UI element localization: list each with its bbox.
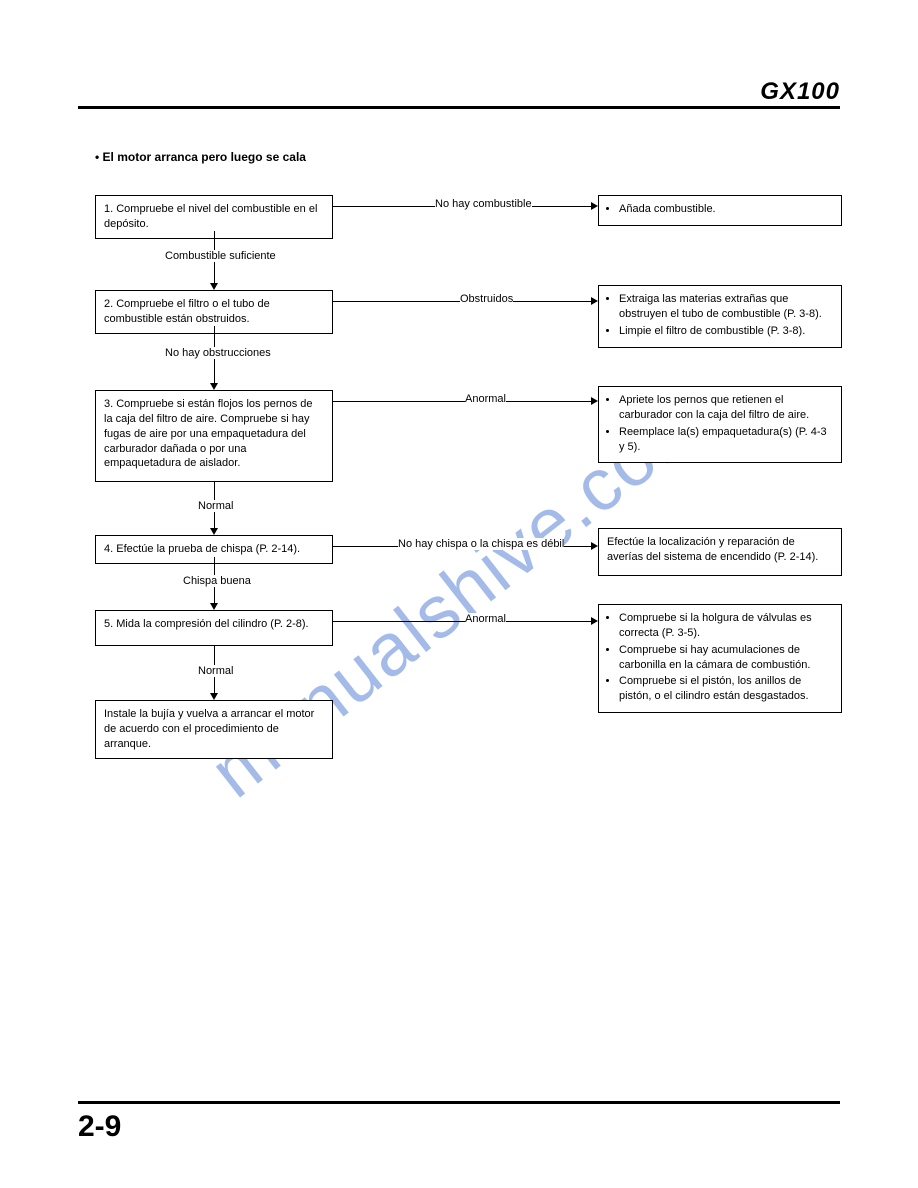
- page-number: 2-9: [78, 1110, 121, 1144]
- arrow-right-icon: [591, 297, 598, 305]
- arrow-down-icon: [210, 693, 218, 700]
- flow-result-1: Añada combustible.: [598, 195, 842, 226]
- header-rule: [78, 106, 840, 109]
- connector-line: [333, 401, 592, 402]
- arrow-right-icon: [591, 397, 598, 405]
- branch-label: No hay obstrucciones: [165, 347, 271, 359]
- branch-label: Normal: [198, 500, 233, 512]
- flow-result-4: Efectúe la localización y reparación de …: [598, 528, 842, 576]
- section-subtitle: El motor arranca pero luego se cala: [95, 150, 306, 164]
- flow-step-5: 5. Mida la compresión del cilindro (P. 2…: [95, 610, 333, 646]
- flow-result-3: Apriete los pernos que retienen el carbu…: [598, 386, 842, 463]
- flow-step-3: 3. Compruebe si están flojos los pernos …: [95, 390, 333, 482]
- branch-label: Anormal: [465, 393, 506, 405]
- branch-label: No hay chispa o la chispa es débil: [398, 538, 564, 550]
- page: manualshive.com GX100 El motor arranca p…: [0, 0, 918, 1188]
- connector-line: [333, 621, 592, 622]
- arrow-right-icon: [591, 542, 598, 550]
- branch-label: Combustible suficiente: [165, 250, 276, 262]
- flow-step-6: Instale la bujía y vuelva a arrancar el …: [95, 700, 333, 759]
- branch-label: Obstruidos: [460, 293, 513, 305]
- arrow-down-icon: [210, 283, 218, 290]
- arrow-down-icon: [210, 603, 218, 610]
- footer-rule: [78, 1101, 840, 1104]
- arrow-down-icon: [210, 528, 218, 535]
- branch-label: No hay combustible: [435, 198, 532, 210]
- arrow-right-icon: [591, 202, 598, 210]
- flow-result-2: Extraiga las materias extrañas que obstr…: [598, 285, 842, 348]
- branch-label: Chispa buena: [183, 575, 251, 587]
- arrow-down-icon: [210, 383, 218, 390]
- flow-result-5: Compruebe si la holgura de válvulas es c…: [598, 604, 842, 713]
- header-model-title: GX100: [760, 78, 840, 106]
- arrow-right-icon: [591, 617, 598, 625]
- branch-label: Anormal: [465, 613, 506, 625]
- branch-label: Normal: [198, 665, 233, 677]
